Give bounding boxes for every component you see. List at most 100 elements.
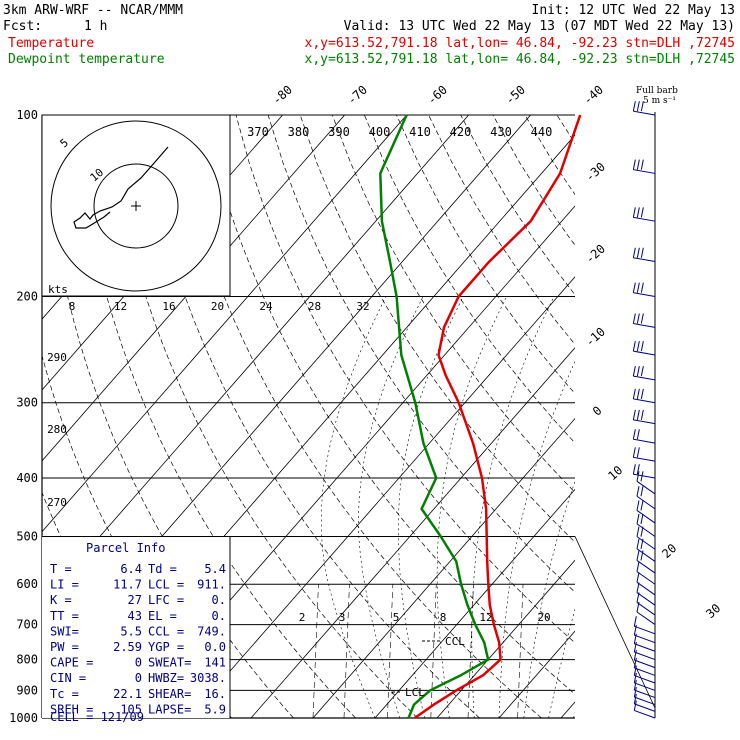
fcst-value: 1 h	[84, 19, 107, 34]
isotherm-label: -80	[270, 83, 295, 108]
wind-barb-staff	[636, 592, 656, 606]
hodograph: 5 10	[41, 114, 231, 297]
wind-barb-staff	[633, 375, 656, 381]
right-mask	[575, 536, 655, 718]
fcst-label: Fcst:	[3, 19, 42, 34]
mixing-ratio-line	[312, 584, 319, 718]
wind-barb-staff	[633, 438, 656, 444]
wind-barb-flag	[636, 101, 640, 112]
dry-adiabat	[235, 115, 575, 644]
wind-barb-flag	[632, 313, 636, 324]
wind-barb-staff	[633, 398, 656, 404]
wind-barb-staff	[636, 510, 656, 524]
wind-barb-flag	[632, 447, 636, 458]
isotherm-label: -40	[581, 83, 606, 108]
wind-barb-flag	[636, 486, 640, 497]
moist-adiabat	[320, 296, 387, 718]
parcel-row-value-1: 0	[135, 671, 142, 685]
wind-barb-staff	[634, 634, 656, 644]
pressure-label: 600	[16, 577, 38, 591]
speed-tick-label: 32	[356, 300, 369, 313]
wind-barb-flag	[636, 550, 640, 561]
wind-barb-staff	[636, 523, 656, 537]
dry-adiabat	[107, 115, 418, 718]
pressure-label: 400	[16, 471, 38, 485]
mixing-ratio-label: 8	[440, 611, 447, 624]
wind-barb-flag	[636, 159, 640, 170]
wind-barb-staff	[636, 581, 656, 596]
wind-barb-flag	[636, 341, 640, 352]
wind-barb-staff	[634, 703, 656, 712]
isotherm-label: 10	[605, 463, 625, 483]
pressure-label: 800	[16, 653, 38, 667]
isotherm-line	[188, 276, 575, 718]
wind-barb-flag	[636, 582, 640, 593]
parcel-row-value-1: 2.59	[113, 640, 142, 654]
wind-barb-flag	[636, 409, 640, 420]
mixing-ratio-line	[467, 584, 474, 718]
isotherm-line	[42, 115, 345, 462]
isotherm-label: -70	[345, 83, 370, 108]
parcel-row-value-2: 5.4	[204, 562, 226, 576]
isotherm-label: -20	[583, 242, 608, 267]
wind-barb-flag	[640, 313, 644, 324]
parcel-row-value-2: 141	[204, 656, 226, 670]
wind-barb-flag	[640, 550, 644, 561]
wind-barb-flag	[640, 500, 644, 511]
parcel-row-label-1: SREH =	[50, 702, 93, 716]
wind-barb-flag	[633, 700, 637, 711]
pressure-label: 200	[16, 290, 38, 304]
mixing-ratio-line	[517, 584, 524, 718]
init-time: Init: 12 UTC Wed 22 May 13	[532, 3, 736, 18]
parcel-row-label-1: PW =	[50, 640, 79, 654]
parcel-row-label-2: SHEAR=	[148, 687, 191, 701]
speed-tick-label: 12	[114, 300, 127, 313]
wind-barb-staff	[636, 480, 656, 495]
pressure-label: 1000	[9, 711, 38, 725]
wind-barb-flag	[636, 247, 640, 258]
parcel-row-label-2: HWBZ=	[148, 671, 184, 685]
wind-barb-flag	[633, 693, 637, 704]
parcel-row-value-2: 0.0	[204, 640, 226, 654]
wind-barb-staff	[634, 625, 656, 635]
parcel-row-value-1: 27	[128, 593, 142, 607]
parcel-row-value-2: 5.9	[204, 702, 226, 716]
wind-barb-staff	[633, 292, 656, 298]
wind-barb-flag	[633, 679, 637, 691]
wind-barb-flag	[632, 365, 636, 377]
mixing-ratio-label: 20	[537, 611, 550, 624]
parcel-row-value-2: 0.	[212, 593, 226, 607]
wind-barb-flag	[633, 649, 637, 661]
wind-barb-flag	[633, 672, 637, 683]
wind-barb-staff	[633, 350, 656, 356]
dry-adiabat	[203, 115, 575, 695]
wind-barb-flag	[640, 409, 644, 420]
pressure-label: 500	[16, 529, 38, 543]
pressure-label: 100	[16, 108, 38, 122]
wind-barb-flag	[633, 616, 637, 627]
isotherm-line	[436, 559, 575, 718]
wind-barb-flag	[632, 282, 636, 293]
parcel-row-label-2: Td =	[148, 562, 177, 576]
wind-barb-flag	[632, 341, 636, 352]
wind-barb-staff	[634, 651, 656, 661]
isotherm-line	[42, 115, 407, 533]
dry-adiabat	[396, 115, 575, 395]
wind-barb-staff	[633, 169, 656, 174]
wind-barb-flag	[636, 313, 640, 324]
wind-barb-flag	[636, 471, 640, 482]
parcel-row-value-2: 3038.	[190, 671, 226, 685]
wind-barb-flag	[636, 464, 640, 475]
dry-adiabat	[589, 115, 740, 718]
wind-barb-staff	[634, 643, 656, 652]
wind-barb-staff	[634, 710, 656, 719]
dry-adiabat	[331, 115, 575, 493]
moist-adiabat	[573, 711, 575, 718]
dry-adiabat	[171, 115, 542, 718]
dry-adiabat	[653, 115, 740, 718]
wind-barb-flag	[636, 365, 640, 377]
parcel-info-cell: CELL = 121/09	[50, 710, 144, 724]
mixing-ratio-line	[343, 584, 350, 718]
dry-adiabat-label: 290	[47, 351, 67, 364]
model-title: 3km ARW-WRF -- NCAR/MMM	[3, 3, 183, 18]
